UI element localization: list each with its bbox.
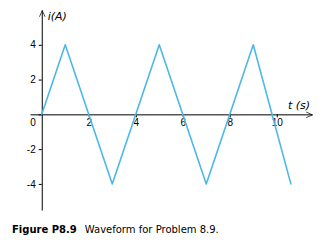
y-tick-label: 0: [30, 117, 36, 128]
caption: Figure P8.9 Waveform for Problem 8.9.: [12, 224, 219, 235]
x-axis: 246810: [31, 114, 313, 128]
y-tick-mark: [39, 80, 42, 81]
chart: 246810 -4 -2 0 2 4 t (s) i(A) Figure P8.9 Wavefor…: [0, 0, 326, 240]
y-tick-mark: [39, 184, 42, 185]
x-axis-label: t (s): [288, 99, 310, 112]
x-axis-line: [31, 114, 313, 115]
y-tick: 4: [30, 39, 42, 50]
y-tick: 0: [30, 115, 42, 128]
y-axis: -4 -2 0 2 4: [27, 11, 42, 211]
y-tick-label: 2: [30, 74, 36, 85]
y-axis-label: i(A): [48, 10, 67, 23]
y-tick-mark: [39, 149, 42, 150]
y-tick-label: -2: [27, 144, 36, 155]
y-tick: -2: [27, 144, 42, 155]
title: Figure P8.9: [12, 224, 77, 235]
y-tick-mark: [39, 45, 42, 46]
y-tick-label: 4: [30, 39, 36, 50]
subtitle: Waveform for Problem 8.9.: [85, 224, 219, 235]
y-tick: 2: [30, 74, 42, 85]
y-tick-label: -4: [27, 179, 36, 190]
line: [42, 45, 291, 184]
y-tick: -4: [27, 179, 42, 190]
plot: 246810 -4 -2 0 2 4 t (s) i(A): [27, 10, 313, 211]
lines: [42, 45, 291, 184]
